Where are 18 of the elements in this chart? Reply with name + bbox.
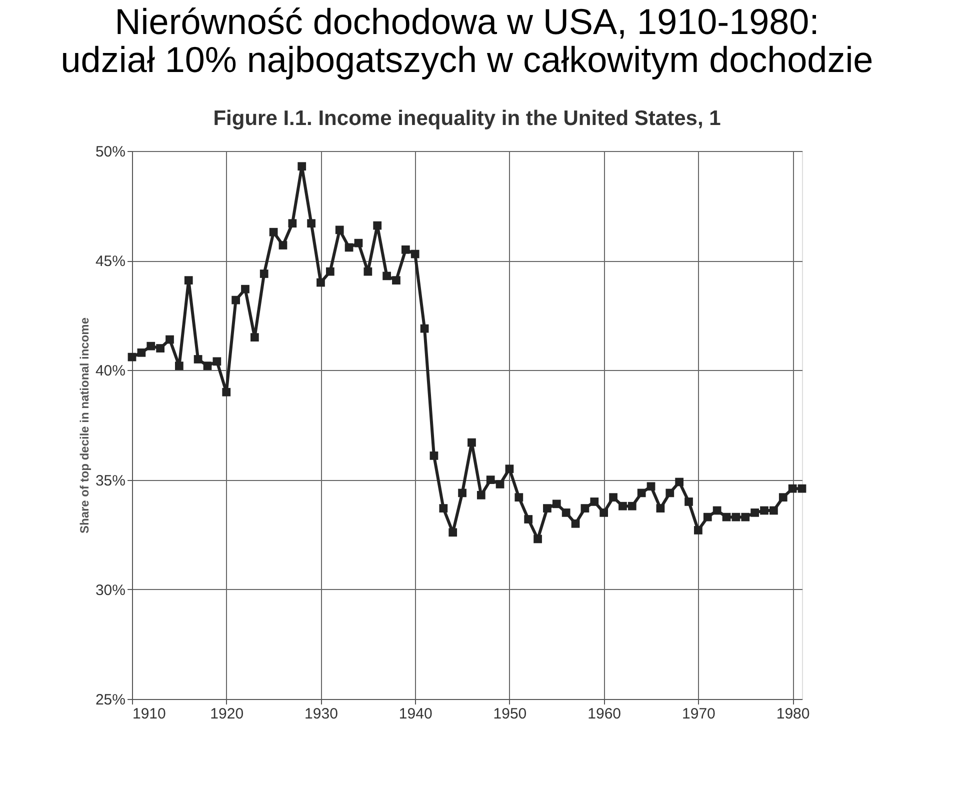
x-tick-label: 1930 bbox=[304, 706, 338, 722]
y-axis-title: Share of top decile in national income bbox=[77, 317, 92, 534]
x-tick-label: 1950 bbox=[493, 706, 527, 722]
y-tick-label: 40% bbox=[95, 362, 126, 380]
y-tick-label: 30% bbox=[95, 582, 126, 599]
x-tick-label: 1910 bbox=[132, 706, 166, 722]
x-tick-label: 1980 bbox=[776, 706, 810, 722]
x-tick-label: 1920 bbox=[210, 706, 244, 722]
text: udział 10% najbogatszych w całkowitym dochodzie bbox=[60, 39, 874, 80]
chart-subtitle: Figure I.1. Income inequality in the United States, 1 bbox=[213, 107, 722, 130]
x-tick-label: 1970 bbox=[682, 706, 716, 722]
y-tick-label: 35% bbox=[95, 472, 126, 490]
text: Nierówność dochodowa w USA, 1910-1980: bbox=[114, 1, 820, 42]
y-tick-label: 25% bbox=[95, 692, 126, 708]
x-tick-label: 1960 bbox=[588, 706, 622, 722]
x-tick-label: 1940 bbox=[398, 706, 432, 722]
y-tick-label: 45% bbox=[95, 253, 126, 270]
y-tick-label: 50% bbox=[95, 144, 126, 160]
